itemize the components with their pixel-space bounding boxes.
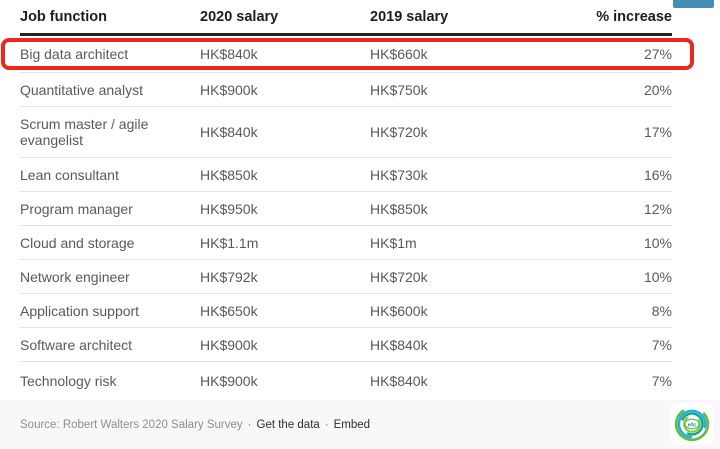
cell-pct-increase: 16%: [643, 166, 672, 183]
salary-table: Job function 2020 salary 2019 salary % incr…: [20, 0, 672, 400]
cell-salary-2020: HK$950k: [200, 200, 258, 217]
cell-job-function: Technology risk: [20, 373, 117, 389]
cell-salary-2020: HK$840k: [200, 46, 258, 62]
cell-salary-2019: HK$720k: [370, 124, 428, 140]
table-row: Quantitative analyst HK$900k HK$750k 20%: [20, 73, 672, 107]
cell-pct-increase: 12%: [643, 200, 672, 217]
separator-dot: ·: [324, 418, 329, 431]
embed-link[interactable]: Embed: [333, 418, 371, 431]
cell-job-function: Lean consultant: [20, 166, 119, 183]
cell-pct-increase: 7%: [651, 336, 672, 353]
cell-job-function: Cloud and storage: [20, 234, 135, 251]
table-header-row: Job function 2020 salary 2019 salary % incr…: [20, 0, 672, 36]
cell-salary-2020: HK$1.1m: [200, 234, 259, 251]
cell-pct-increase: 20%: [643, 81, 672, 98]
table-row: Technology risk HK$900k HK$840k 7%: [20, 362, 672, 400]
table-row: Cloud and storage HK$1.1m HK$1m 10%: [20, 226, 672, 260]
table-row: Scrum master / agile evangelist HK$840k HK…: [20, 107, 672, 158]
cell-pct-increase: 7%: [651, 373, 672, 389]
cell-job-function: Big data architect: [20, 46, 129, 62]
table-row: Program manager HK$950k HK$850k 12%: [20, 192, 672, 226]
cell-salary-2020: HK$650k: [200, 302, 258, 319]
cell-salary-2019: HK$850k: [370, 200, 428, 217]
table-body: Big data architect HK$840k HK$660k 27% Quant…: [20, 36, 672, 400]
column-header-salary-2019: 2019 salary: [370, 8, 449, 25]
cell-job-function: Network engineer: [20, 268, 130, 285]
cell-job-function: Scrum master / agile evangelist: [20, 116, 149, 148]
cell-pct-increase: 17%: [643, 124, 672, 140]
cell-salary-2019: HK$1m: [370, 234, 417, 251]
column-header-job-function: Job function: [20, 8, 107, 25]
footer: Source: Robert Walters 2020 Salary Surve…: [0, 400, 720, 449]
cell-salary-2019: HK$730k: [370, 166, 428, 183]
cell-salary-2020: HK$900k: [200, 81, 258, 98]
partial-button-fragment[interactable]: [673, 0, 714, 8]
cell-salary-2020: HK$850k: [200, 166, 258, 183]
cell-salary-2019: HK$720k: [370, 268, 428, 285]
cell-salary-2019: HK$840k: [370, 373, 428, 389]
cell-pct-increase: 10%: [643, 268, 672, 285]
footer-attribution: Source: Robert Walters 2020 Salary Surve…: [20, 400, 370, 449]
cell-job-function: Program manager: [20, 200, 133, 217]
table-row: Network engineer HK$792k HK$720k 10%: [20, 260, 672, 294]
separator-dot: ·: [247, 418, 252, 431]
cell-salary-2019: HK$840k: [370, 336, 428, 353]
cell-salary-2020: HK$900k: [200, 373, 258, 389]
table-row: Lean consultant HK$850k HK$730k 16%: [20, 158, 672, 192]
cell-job-function: Quantitative analyst: [20, 81, 143, 98]
cell-salary-2019: HK$660k: [370, 46, 428, 62]
column-header-pct-increase: % increase: [596, 8, 672, 25]
cell-salary-2019: HK$600k: [370, 302, 428, 319]
table-row: Application support HK$650k HK$600k 8%: [20, 294, 672, 328]
cell-salary-2020: HK$792k: [200, 268, 258, 285]
cell-salary-2019: HK$750k: [370, 81, 428, 98]
source-label: Source: Robert Walters 2020 Salary Surve…: [20, 418, 243, 431]
column-header-salary-2020: 2020 salary: [200, 8, 279, 25]
get-the-data-link[interactable]: Get the data: [256, 418, 320, 431]
efc-logo[interactable]: efc: [671, 403, 713, 445]
cell-pct-increase: 8%: [651, 302, 672, 319]
efc-swirl-icon: efc: [674, 406, 710, 442]
cell-salary-2020: HK$900k: [200, 336, 258, 353]
cell-pct-increase: 27%: [643, 46, 672, 62]
table-row: Software architect HK$900k HK$840k 7%: [20, 328, 672, 362]
cell-job-function: Application support: [20, 302, 140, 319]
cell-job-function: Software architect: [20, 336, 133, 353]
cell-salary-2020: HK$840k: [200, 124, 258, 140]
cell-pct-increase: 10%: [643, 234, 672, 251]
table-row-highlighted: Big data architect HK$840k HK$660k 27%: [20, 36, 672, 73]
efc-logo-text: efc: [688, 422, 697, 428]
